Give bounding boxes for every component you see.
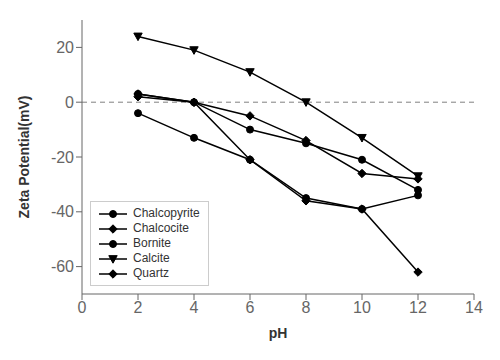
svg-text:10: 10: [353, 299, 371, 316]
svg-text:20: 20: [56, 39, 74, 56]
html-text:Bornite: Bornite: [133, 236, 171, 250]
svg-text:-40: -40: [51, 203, 74, 220]
html-text:Calcite: Calcite: [133, 251, 170, 265]
svg-text:6: 6: [246, 299, 255, 316]
svg-text:12: 12: [409, 299, 427, 316]
svg-text:14: 14: [465, 299, 483, 316]
svg-text:Zeta Potential(mV): Zeta Potential(mV): [16, 96, 32, 219]
svg-text:-20: -20: [51, 149, 74, 166]
svg-text:4: 4: [190, 299, 199, 316]
svg-text:-60: -60: [51, 258, 74, 275]
svg-text:8: 8: [302, 299, 311, 316]
html-text:Chalcocite: Chalcocite: [133, 221, 189, 235]
svg-text:0: 0: [78, 299, 87, 316]
html-text:Quartz: Quartz: [133, 266, 169, 280]
svg-text:pH: pH: [269, 325, 288, 341]
svg-text:2: 2: [134, 299, 143, 316]
svg-text:0: 0: [65, 94, 74, 111]
html-text:Chalcopyrite: Chalcopyrite: [133, 206, 200, 220]
